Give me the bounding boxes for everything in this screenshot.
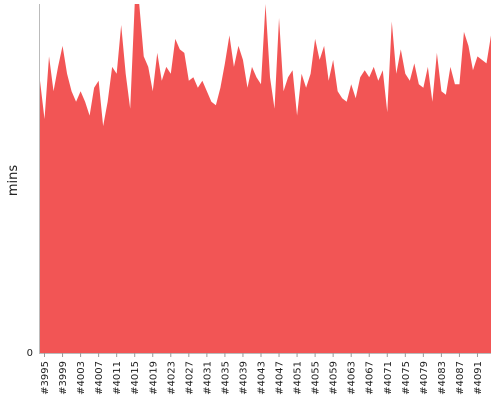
x-tick-label: #3999 [58, 361, 69, 395]
x-tick-label: #4031 [202, 361, 213, 395]
x-tick-label: #4003 [76, 361, 87, 395]
x-tick-label: #4043 [256, 361, 267, 395]
plot-area [40, 4, 491, 353]
x-tick-label: #4035 [220, 361, 231, 395]
x-tick-label: #4027 [184, 361, 195, 395]
area-series [40, 4, 491, 353]
x-tick-label: #3995 [40, 361, 51, 395]
x-tick-label: #4067 [365, 361, 376, 395]
x-tick-label: #4051 [293, 361, 304, 395]
x-tick-label: #4087 [455, 361, 466, 395]
x-tick-label: #4011 [112, 361, 123, 395]
x-tick-label: #4019 [148, 361, 159, 395]
x-tick-label: #4059 [329, 361, 340, 395]
x-tick-label: #4079 [419, 361, 430, 395]
x-tick-label: #4075 [401, 361, 412, 395]
x-tick-label: #4091 [473, 361, 484, 395]
x-tick-label: #4007 [94, 361, 105, 395]
x-tick-label: #4015 [130, 361, 141, 395]
x-tick-label: #4071 [383, 361, 394, 395]
x-tick-label: #4039 [238, 361, 249, 395]
y-axis-title: mins [6, 165, 21, 197]
x-tick-label: #4023 [166, 361, 177, 395]
x-axis-ticks: #3995 #3999 #4003 #4007 #4011 #4015 #4019 #4023… [40, 353, 484, 395]
y-axis-ticks: 0 [27, 348, 33, 359]
x-tick-label: #4055 [311, 361, 322, 395]
x-tick-label: #4047 [275, 361, 286, 395]
x-tick-label: #4083 [437, 361, 448, 395]
y-tick-label: 0 [27, 348, 33, 359]
x-tick-label: #4063 [347, 361, 358, 395]
